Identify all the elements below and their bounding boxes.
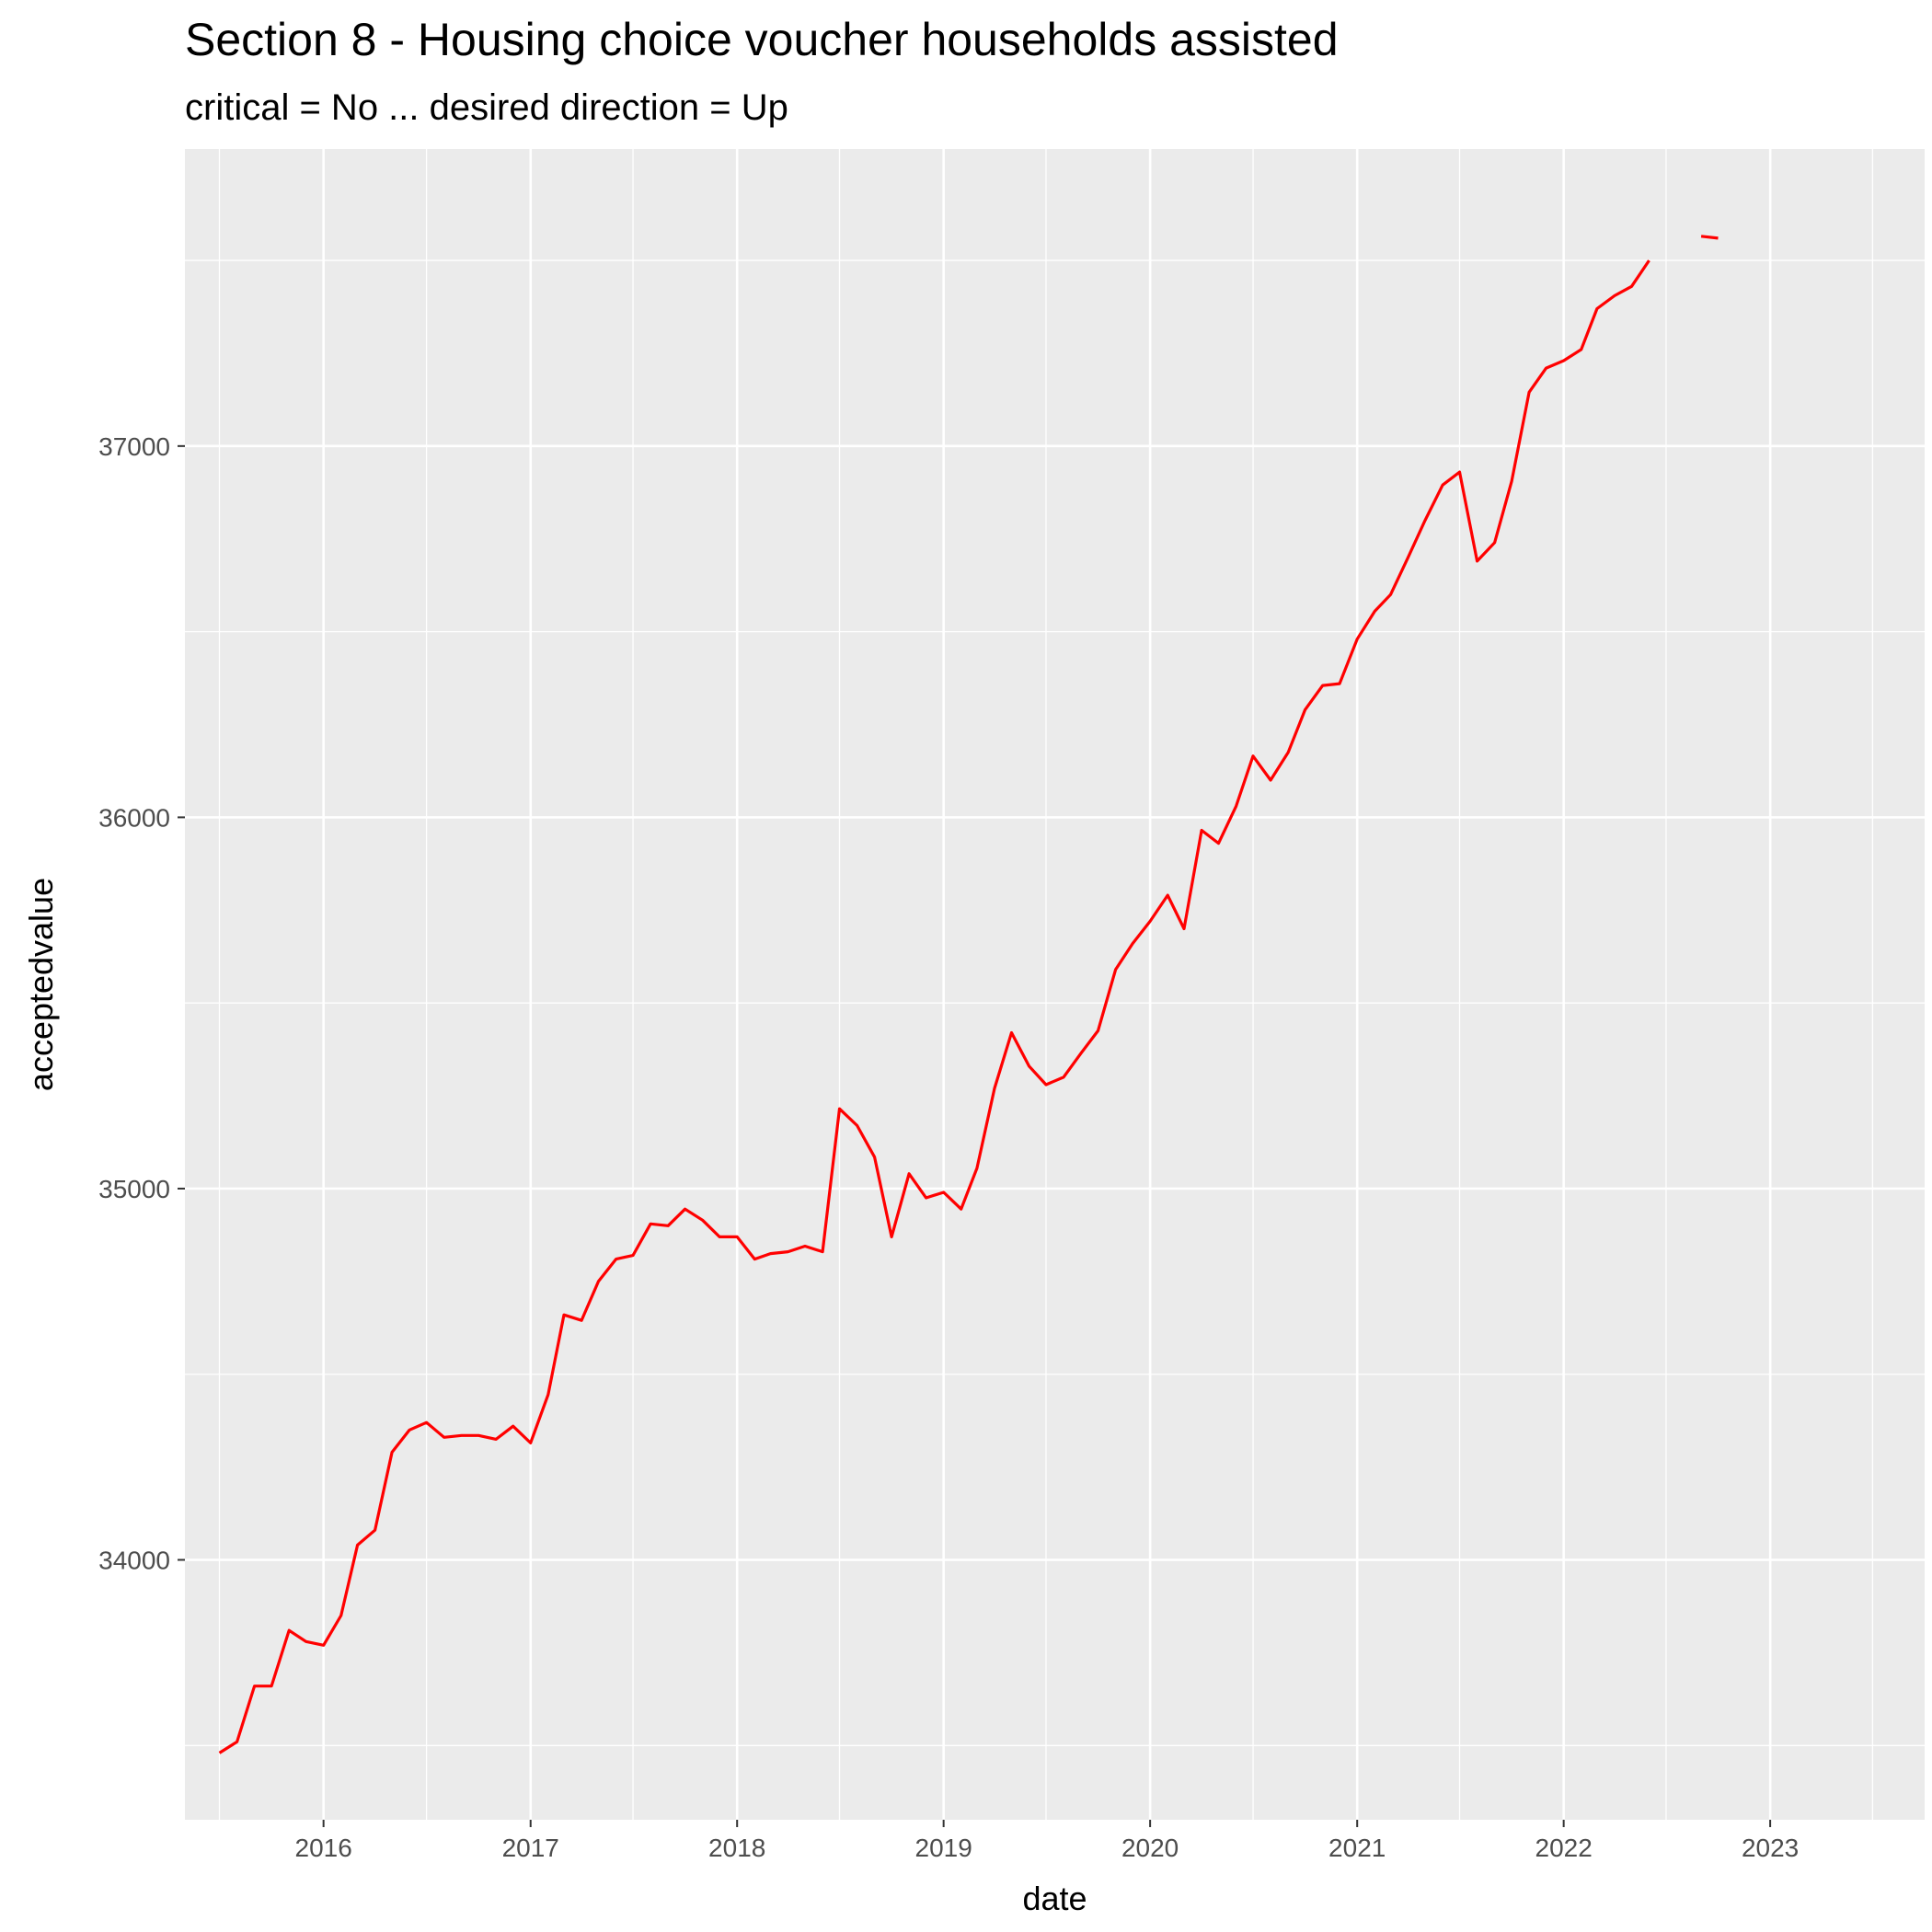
x-tick-label: 2020 xyxy=(1121,1834,1179,1862)
grid-major xyxy=(185,149,1925,1820)
chart-title: Section 8 - Housing choice voucher house… xyxy=(185,14,1339,65)
y-tick-label: 36000 xyxy=(98,803,170,832)
grid-minor xyxy=(185,149,1925,1820)
y-tick-label: 35000 xyxy=(98,1175,170,1203)
chart-subtitle: critical = No ... desired direction = Up xyxy=(185,87,788,128)
x-tick-label: 2016 xyxy=(295,1834,352,1862)
x-axis: 2016 2017 2018 2019 2020 2021 2022 2023 xyxy=(295,1820,1799,1862)
series-line xyxy=(218,259,1650,1754)
y-axis: 34000 35000 36000 37000 xyxy=(98,432,185,1575)
y-axis-title: acceptedvalue xyxy=(22,878,60,1091)
x-axis-title: date xyxy=(1022,1880,1087,1917)
y-tick-label: 37000 xyxy=(98,432,170,461)
x-tick-label: 2021 xyxy=(1328,1834,1386,1862)
y-tick-label: 34000 xyxy=(98,1547,170,1575)
x-tick-label: 2018 xyxy=(708,1834,765,1862)
x-tick-label: 2017 xyxy=(502,1834,559,1862)
plot-panel xyxy=(185,149,1925,1820)
series-line xyxy=(1700,235,1719,240)
x-tick-label: 2022 xyxy=(1535,1834,1593,1862)
series-layer xyxy=(218,235,1719,1754)
x-tick-label: 2023 xyxy=(1742,1834,1799,1862)
x-tick-label: 2019 xyxy=(915,1834,972,1862)
